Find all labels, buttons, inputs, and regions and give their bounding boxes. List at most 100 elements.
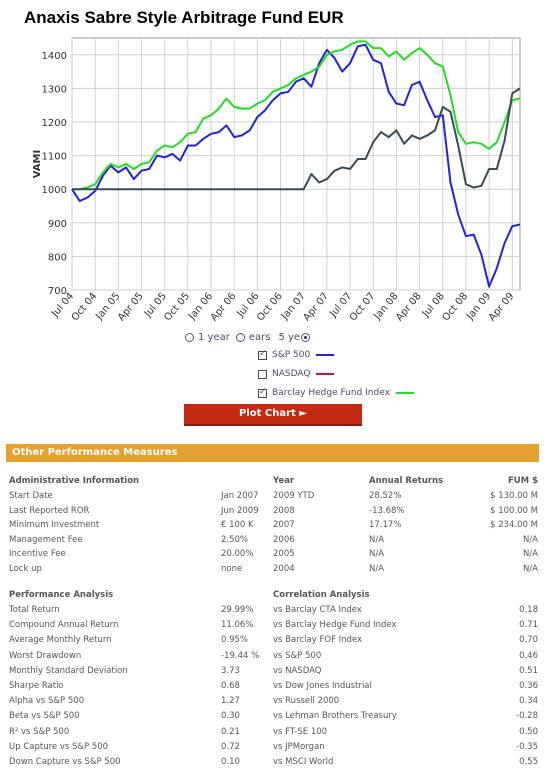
x-tick-label: Apr 09 <box>487 291 517 324</box>
y-tick-label: 1100 <box>42 152 67 163</box>
returns-fum: N/A <box>522 549 538 559</box>
correlation-label: vs NASDAQ <box>273 665 322 676</box>
admin-value: 20.00% <box>221 549 254 559</box>
admin-value: none <box>221 563 243 574</box>
admin-value: 2.50% <box>221 534 249 545</box>
correlation-value: 0.55 <box>519 757 538 767</box>
correlation-value: 0.51 <box>519 665 538 676</box>
range-radio-1y[interactable] <box>185 333 194 342</box>
performance-label: Sharpe Ratio <box>9 681 64 691</box>
admin-value: € 100 K <box>221 520 254 530</box>
returns-year: 2007 <box>273 520 295 530</box>
admin-label: Management Fee <box>9 534 83 545</box>
returns-year: 2004 <box>273 563 295 574</box>
correlation-label: vs S&P 500 <box>273 650 322 661</box>
y-tick-label: 800 <box>48 252 67 263</box>
legend-label-nasdaq: NASDAQ <box>272 369 311 379</box>
x-tick-label: Oct 08 <box>440 291 470 324</box>
correlation-value: 0.50 <box>519 726 538 737</box>
performance-label: Monthly Standard Deviation <box>9 665 128 676</box>
correlation-value: 0.34 <box>519 696 538 707</box>
section-title: Other Performance Measures <box>12 447 178 458</box>
performance-value: -19.44 % <box>221 650 260 661</box>
returns-fum: N/A <box>522 534 538 545</box>
performance-value: 11.06% <box>221 620 254 631</box>
returns-year: 2006 <box>273 534 295 545</box>
nasdaq-checkbox[interactable] <box>258 369 267 379</box>
y-tick-label: 900 <box>48 219 67 230</box>
legend-nasdaq[interactable]: NASDAQ <box>258 369 335 379</box>
x-tick-label: Apr 08 <box>394 291 424 324</box>
plot-area <box>71 37 521 291</box>
range-label-1y: 1 year <box>198 332 230 343</box>
correlation-label: vs MSCI World <box>273 757 334 767</box>
legend-barclay[interactable]: Barclay Hedge Fund Index <box>258 387 414 398</box>
y-tick-label: 1000 <box>42 185 67 196</box>
returns-annual-header: Annual Returns <box>369 476 444 486</box>
returns-annual: 28.52% <box>369 491 402 501</box>
performance-value: 0.68 <box>221 681 240 691</box>
admin-header: Administrative Information <box>9 476 140 486</box>
admin-label: Last Reported ROR <box>9 505 90 516</box>
legend-swatch-sp500 <box>316 354 335 356</box>
y-tick-label: 1400 <box>42 51 67 62</box>
returns-fum: $ 130.00 M <box>490 491 538 501</box>
x-tick-label: Apr 07 <box>301 291 331 324</box>
correlation-label: vs Barclay FOF Index <box>273 635 363 646</box>
correlation-header: Correlation Analysis <box>273 590 370 600</box>
performance-value: 1.27 <box>221 696 240 707</box>
correlation-label: vs Dow Jones Industrial <box>273 681 372 691</box>
legend-swatch-nasdaq <box>316 373 335 375</box>
series-line-barclay-hedge-fund-index <box>72 40 521 191</box>
legend-swatch-barclay <box>395 392 414 394</box>
correlation-label: vs JPMorgan <box>273 741 325 752</box>
range-label-3y: ears <box>248 332 271 343</box>
x-tick-label: Oct 07 <box>348 291 378 324</box>
returns-year-header: Year <box>273 476 295 486</box>
series-line-fund <box>72 87 521 191</box>
plot-chart-button[interactable]: Plot Chart ► <box>184 404 362 426</box>
barclay-checkbox[interactable] <box>258 387 267 398</box>
series-line-s-p-500 <box>71 43 521 288</box>
x-tick-label: Oct 06 <box>255 291 285 324</box>
performance-value: 0.72 <box>221 741 240 752</box>
returns-year: 2009 YTD <box>273 491 315 501</box>
admin-label: Minimum Investment <box>9 520 100 530</box>
legend-sp500[interactable]: S&P 500 <box>258 349 335 360</box>
performance-label: Up Capture vs S&P 500 <box>9 741 109 752</box>
correlation-value: -0.28 <box>516 711 538 722</box>
admin-label: Lock up <box>9 563 42 574</box>
correlation-value: 0.70 <box>519 635 538 646</box>
correlation-label: vs FT-SE 100 <box>273 726 328 737</box>
y-tick-label: 1300 <box>42 84 67 95</box>
range-radio-5y[interactable] <box>301 333 311 342</box>
returns-fum-header: FUM $ <box>507 476 538 486</box>
range-radio-3y[interactable] <box>235 333 245 342</box>
returns-annual: 17.17% <box>369 520 402 530</box>
correlation-label: vs Barclay CTA Index <box>273 605 362 615</box>
returns-fum: $ 234.00 M <box>490 520 538 530</box>
correlation-label: vs Russell 2000 <box>273 696 340 707</box>
y-axis-label: VAMI <box>32 150 43 178</box>
admin-value: Jan 2007 <box>221 491 259 501</box>
returns-annual: N/A <box>369 534 385 545</box>
sp500-checkbox[interactable] <box>258 349 267 360</box>
correlation-value: -0.35 <box>516 741 538 752</box>
x-tick-label: Oct 04 <box>70 291 100 324</box>
performance-label: Alpha vs S&P 500 <box>9 696 85 707</box>
legend-label-sp500: S&P 500 <box>272 350 311 360</box>
performance-value: 0.10 <box>221 757 240 767</box>
performance-label: R² vs S&P 500 <box>9 726 70 737</box>
correlation-value: 0.36 <box>519 681 538 691</box>
section-header: Other Performance Measures <box>6 444 539 462</box>
admin-value: Jun 2009 <box>221 505 259 516</box>
legend-label-barclay: Barclay Hedge Fund Index <box>272 388 390 398</box>
returns-fum: N/A <box>522 563 538 574</box>
x-tick-label: Apr 05 <box>116 291 146 324</box>
x-tick-label: Apr 06 <box>209 291 239 324</box>
returns-annual: N/A <box>369 563 385 574</box>
performance-value: 3.73 <box>221 665 240 676</box>
range-label-5y: 5 ye <box>278 332 301 343</box>
returns-annual: N/A <box>369 549 385 559</box>
performance-label: Average Monthly Return <box>9 635 112 646</box>
